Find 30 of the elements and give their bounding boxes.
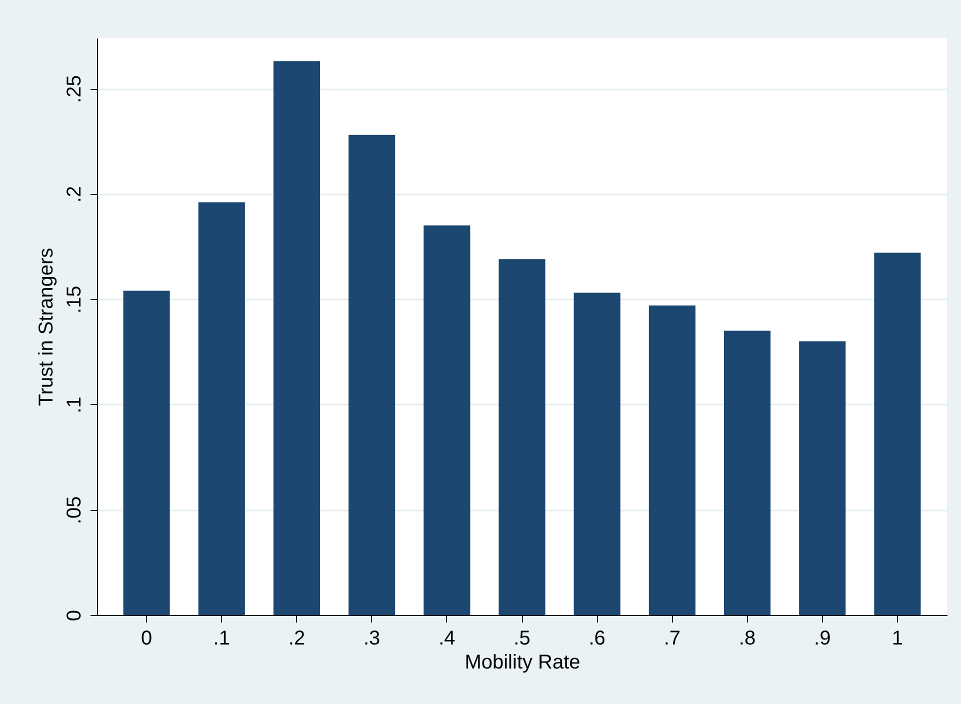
y-tick-label: 0 [64, 610, 86, 622]
y-tick-label: .25 [64, 75, 86, 103]
x-tick-label: .1 [213, 628, 230, 650]
bar [574, 292, 620, 615]
bar [648, 305, 696, 615]
bar [123, 290, 170, 615]
bar [498, 259, 546, 615]
y-tick-label: .05 [64, 496, 86, 524]
x-tick-label: .4 [438, 628, 456, 650]
bar [874, 252, 921, 615]
bar [799, 341, 846, 615]
y-tick-label: .2 [64, 186, 86, 203]
y-tick-label: .15 [64, 286, 86, 314]
bar [724, 330, 771, 615]
bar [273, 61, 320, 615]
x-tick-label: .2 [288, 628, 306, 650]
x-tick-label: .7 [664, 628, 681, 650]
x-tick-label: .5 [514, 628, 530, 650]
x-tick-label: 1 [892, 628, 904, 650]
x-tick-label: 0 [140, 628, 152, 650]
x-tick-label: .3 [363, 628, 380, 650]
x-tick-label: .8 [738, 628, 756, 650]
y-tick-label: .1 [64, 396, 86, 414]
x-axis-title: Mobility Rate [464, 652, 580, 674]
bar [424, 225, 470, 615]
x-tick-label: .6 [588, 628, 606, 650]
y-axis-title: Trust in Strangers [36, 248, 58, 406]
bar [348, 134, 396, 615]
x-tick-label: .9 [814, 628, 831, 650]
bar [198, 202, 245, 615]
